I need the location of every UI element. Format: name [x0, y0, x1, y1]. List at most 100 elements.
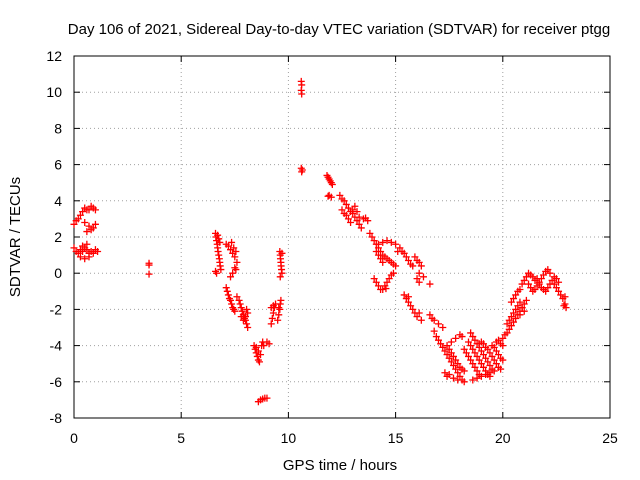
data-point: [231, 253, 239, 261]
x-tick-label: 25: [602, 430, 618, 446]
data-point: [480, 340, 488, 348]
data-point: [243, 305, 251, 313]
data-point: [81, 255, 89, 263]
data-point: [366, 229, 374, 237]
data-point: [340, 197, 348, 205]
data-point: [409, 262, 417, 270]
data-point: [452, 356, 460, 364]
data-point: [512, 305, 520, 313]
data-point: [477, 372, 485, 380]
data-point: [512, 314, 520, 322]
y-axis-ticks: -8 -6 -4 -2 0 2 4 6 8 10 12: [46, 48, 610, 426]
data-point: [480, 363, 488, 371]
y-tick-label: 8: [54, 120, 62, 136]
data-point: [404, 293, 412, 301]
data-point: [353, 217, 361, 225]
data-point: [265, 340, 273, 348]
data-point: [268, 314, 276, 322]
data-point: [85, 253, 93, 261]
data-point: [404, 257, 412, 265]
data-point: [243, 320, 251, 328]
x-axis-label: GPS time / hours: [283, 457, 397, 474]
data-point: [362, 214, 370, 222]
y-tick-label: 4: [54, 193, 62, 209]
data-point: [555, 287, 563, 295]
data-point: [407, 302, 415, 310]
data-point: [254, 347, 262, 355]
data-point: [426, 280, 434, 288]
data-point: [462, 349, 470, 357]
data-point: [439, 324, 447, 331]
data-point: [477, 347, 485, 355]
x-tick-label: 15: [388, 430, 404, 446]
data-point: [145, 261, 153, 269]
data-point: [454, 360, 462, 368]
data-point: [469, 376, 477, 384]
data-point: [227, 296, 235, 304]
data-point: [490, 356, 498, 364]
data-point: [328, 181, 336, 189]
data-point: [402, 253, 410, 261]
data-point: [505, 325, 513, 333]
data-point: [76, 253, 84, 261]
data-point: [434, 336, 442, 344]
data-point: [484, 345, 492, 353]
data-point: [507, 298, 515, 306]
data-point: [400, 249, 408, 257]
data-point: [83, 240, 91, 248]
data-point: [215, 235, 223, 243]
data-point: [267, 304, 275, 312]
data-point: [377, 255, 385, 263]
data-point: [374, 282, 382, 290]
data-point: [441, 347, 449, 355]
data-point: [324, 192, 332, 200]
data-point: [486, 362, 494, 370]
data-point: [460, 367, 468, 375]
data-point: [454, 369, 462, 377]
data-point: [217, 266, 225, 274]
data-point: [540, 271, 548, 279]
x-tick-label: 5: [177, 430, 185, 446]
data-point: [555, 278, 563, 286]
y-tick-label: 10: [46, 84, 62, 100]
data-point: [372, 247, 380, 255]
data-point: [383, 278, 391, 286]
data-point: [490, 367, 498, 375]
data-point: [475, 356, 483, 364]
data-point: [510, 295, 518, 303]
data-point: [488, 352, 496, 360]
data-point: [355, 220, 363, 228]
data-point: [379, 285, 387, 293]
y-tick-label: -4: [50, 338, 63, 354]
data-point: [480, 351, 488, 359]
data-point: [409, 305, 417, 313]
data-point: [70, 220, 78, 228]
data-point: [486, 369, 494, 377]
data-point: [379, 258, 387, 266]
data-point: [544, 266, 552, 274]
data-point: [561, 293, 569, 301]
data-point: [535, 280, 543, 288]
data-point: [469, 333, 477, 341]
data-point: [560, 302, 568, 310]
data-point: [87, 226, 95, 234]
data-point: [447, 358, 455, 366]
data-point: [505, 316, 513, 324]
data-point: [518, 304, 526, 312]
data-point: [415, 258, 423, 266]
data-point: [452, 365, 460, 373]
data-point: [548, 276, 556, 284]
data-point: [233, 258, 241, 266]
data-point: [85, 222, 93, 230]
data-point: [437, 340, 445, 348]
data-point: [544, 284, 552, 292]
y-tick-label: 12: [46, 48, 62, 64]
data-point: [467, 329, 475, 337]
data-point: [415, 269, 423, 277]
data-point: [415, 309, 423, 317]
data-point: [260, 342, 268, 350]
data-point: [275, 304, 283, 312]
data-point: [492, 360, 500, 368]
data-series: [70, 77, 570, 406]
data-point: [447, 338, 455, 346]
